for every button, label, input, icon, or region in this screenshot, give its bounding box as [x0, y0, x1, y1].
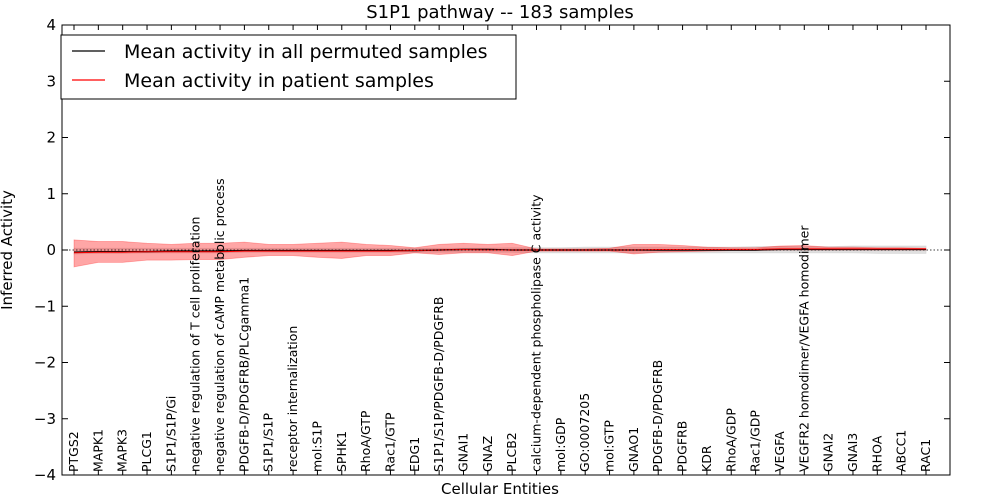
category-label: EDG1	[407, 437, 422, 472]
y-tick-label: −2	[34, 354, 56, 372]
y-tick-label: 1	[46, 185, 56, 203]
category-label: PTGS2	[66, 431, 81, 472]
category-label: KDR	[699, 445, 714, 472]
category-label: negative regulation of T cell proliferat…	[188, 217, 203, 472]
category-label: S1P1/S1P	[261, 413, 276, 472]
category-label: RhoA/GTP	[358, 410, 373, 472]
y-tick-label: −4	[34, 466, 56, 484]
category-label: RHOA	[869, 435, 884, 472]
legend-label-permuted: Mean activity in all permuted samples	[124, 41, 487, 63]
category-label: VEGFR2 homodimer/VEGFA homodimer	[796, 225, 811, 472]
category-label: SPHK1	[334, 431, 349, 472]
category-label: GNAI2	[821, 433, 836, 472]
legend-box	[60, 34, 517, 100]
legend-label-patient: Mean activity in patient samples	[124, 70, 434, 92]
category-label: Rac1/GTP	[382, 412, 397, 472]
category-label: Rac1/GDP	[748, 410, 763, 472]
category-label: GNAI3	[845, 433, 860, 472]
category-label: RhoA/GDP	[723, 408, 738, 472]
y-axis-label: Inferred Activity	[0, 190, 16, 310]
category-label: PDGFB-D/PDGFRB	[650, 360, 665, 472]
category-label: PDGFB-D/PDGFRB/PLCgamma1	[236, 277, 251, 472]
category-label: PDGFRB	[675, 421, 690, 472]
category-label: GNAO1	[626, 427, 641, 472]
category-label: ABCC1	[894, 430, 909, 472]
chart-title: S1P1 pathway -- 183 samples	[366, 2, 634, 23]
category-label: GNAZ	[480, 436, 495, 472]
category-label: mol:GTP	[602, 420, 617, 472]
y-tick-label: −3	[34, 410, 56, 428]
category-label: MAPK3	[115, 429, 130, 472]
legend: Mean activity in all permuted samples Me…	[60, 34, 517, 100]
category-label: RAC1	[918, 439, 933, 472]
category-label: GNAI1	[455, 433, 470, 472]
x-axis-label: Cellular Entities	[441, 480, 559, 498]
category-label: calcium-dependent phospholipase C activi…	[529, 194, 544, 472]
category-label: mol:S1P	[309, 421, 324, 472]
y-tick-label: 2	[46, 129, 56, 147]
category-label: PLCG1	[139, 431, 154, 472]
category-label: MAPK1	[90, 429, 105, 472]
category-label: PLCB2	[504, 432, 519, 472]
y-tick-label: 0	[46, 241, 56, 259]
category-label: negative regulation of cAMP metabolic pr…	[212, 178, 227, 472]
y-tick-label: 3	[46, 72, 56, 90]
category-label: GO:0007205	[577, 393, 592, 472]
category-label: S1P1/S1P/PDGFB-D/PDGFRB	[431, 297, 446, 472]
category-label: receptor internalization	[285, 326, 300, 472]
category-label: VEGFA	[772, 431, 787, 472]
y-tick-label: −1	[34, 297, 56, 315]
category-label: S1P1/S1P/Gi	[163, 396, 178, 472]
y-tick-label: 4	[46, 16, 56, 34]
category-label: mol:GDP	[553, 417, 568, 472]
